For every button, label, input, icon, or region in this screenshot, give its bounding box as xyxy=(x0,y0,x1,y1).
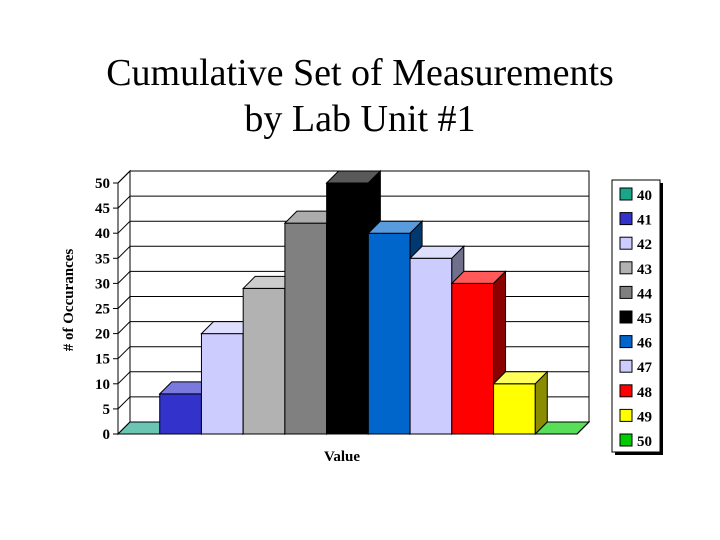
bar-front-47 xyxy=(409,257,453,435)
legend-swatch-43 xyxy=(619,261,633,275)
legend-swatch-50 xyxy=(619,433,633,447)
legend-box xyxy=(611,179,661,453)
bar-front-46 xyxy=(367,232,411,435)
legend-label-50: 50 xyxy=(637,434,652,450)
bar-48 xyxy=(450,270,507,436)
chart-title-line-2: by Lab Unit #1 xyxy=(244,98,476,140)
legend-swatch-46 xyxy=(619,335,633,349)
legend-label-47: 47 xyxy=(637,360,653,376)
legend-swatch-41 xyxy=(619,212,633,226)
legend-label-49: 49 xyxy=(637,409,652,425)
gridline-diag xyxy=(117,296,131,309)
y-tick-label: 30 xyxy=(95,276,110,292)
gridline-diag xyxy=(117,195,131,209)
bar-front-49 xyxy=(493,383,536,435)
legend-box-shadow-bottom xyxy=(615,452,663,455)
legend-label-40: 40 xyxy=(637,188,652,204)
gridline-diag xyxy=(117,220,131,234)
y-tick-label: 35 xyxy=(95,251,110,267)
bar-front-44 xyxy=(284,222,328,435)
bar-front-43 xyxy=(242,287,286,435)
y-tick-labels: 0 5 10 15 20 25 30 35 40 45 50 xyxy=(95,176,110,443)
x-axis-label: Value xyxy=(324,449,360,465)
bar-front-41 xyxy=(159,393,202,435)
gridline-diag xyxy=(117,371,131,385)
gridline-diag xyxy=(117,321,131,334)
gridline-diag xyxy=(117,346,131,360)
bar-50 xyxy=(534,421,591,435)
y-tick-label: 10 xyxy=(95,377,110,393)
legend-label-46: 46 xyxy=(637,336,653,352)
legend-label-43: 43 xyxy=(637,262,652,278)
gridline-diag xyxy=(117,170,131,184)
legend: 40 41 42 43 44 45 46 47 48 49 50 xyxy=(611,179,663,455)
y-tick-label: 5 xyxy=(103,402,111,418)
bar-front-45 xyxy=(326,182,369,435)
gridline-diag xyxy=(117,396,131,410)
bar-49 xyxy=(492,370,549,436)
y-tick-label: 0 xyxy=(103,427,111,443)
legend-label-48: 48 xyxy=(637,385,652,401)
legend-label-42: 42 xyxy=(637,237,652,253)
legend-label-45: 45 xyxy=(637,311,652,327)
bar-front-48 xyxy=(451,282,495,435)
y-tick-label: 45 xyxy=(95,201,110,217)
bars xyxy=(116,169,591,436)
y-axis-label: # of Occurances xyxy=(61,249,77,352)
legend-swatch-47 xyxy=(619,359,633,373)
legend-swatch-45 xyxy=(619,310,633,324)
legend-swatch-44 xyxy=(619,285,633,299)
legend-label-44: 44 xyxy=(637,286,653,302)
bar-side-50 xyxy=(576,421,590,435)
legend-box-shadow xyxy=(660,183,663,455)
legend-swatch-48 xyxy=(619,384,633,398)
legend-swatch-40 xyxy=(619,187,633,201)
legend-swatch-42 xyxy=(619,236,633,250)
y-tick-label: 15 xyxy=(95,352,110,368)
legend-swatch-49 xyxy=(619,408,633,422)
gridline-diag xyxy=(117,271,131,284)
y-tick-label: 50 xyxy=(95,176,110,192)
y-tick-label: 25 xyxy=(95,302,110,318)
bar-front-42 xyxy=(200,333,244,435)
chart-title-line-1: Cumulative Set of Measurements xyxy=(106,52,614,94)
gridline-diag xyxy=(117,245,131,259)
y-tick-label: 40 xyxy=(95,226,110,242)
y-tick-label: 20 xyxy=(95,327,110,343)
legend-label-41: 41 xyxy=(637,213,652,229)
chart-title: Cumulative Set of Measurements by Lab Un… xyxy=(0,50,720,142)
